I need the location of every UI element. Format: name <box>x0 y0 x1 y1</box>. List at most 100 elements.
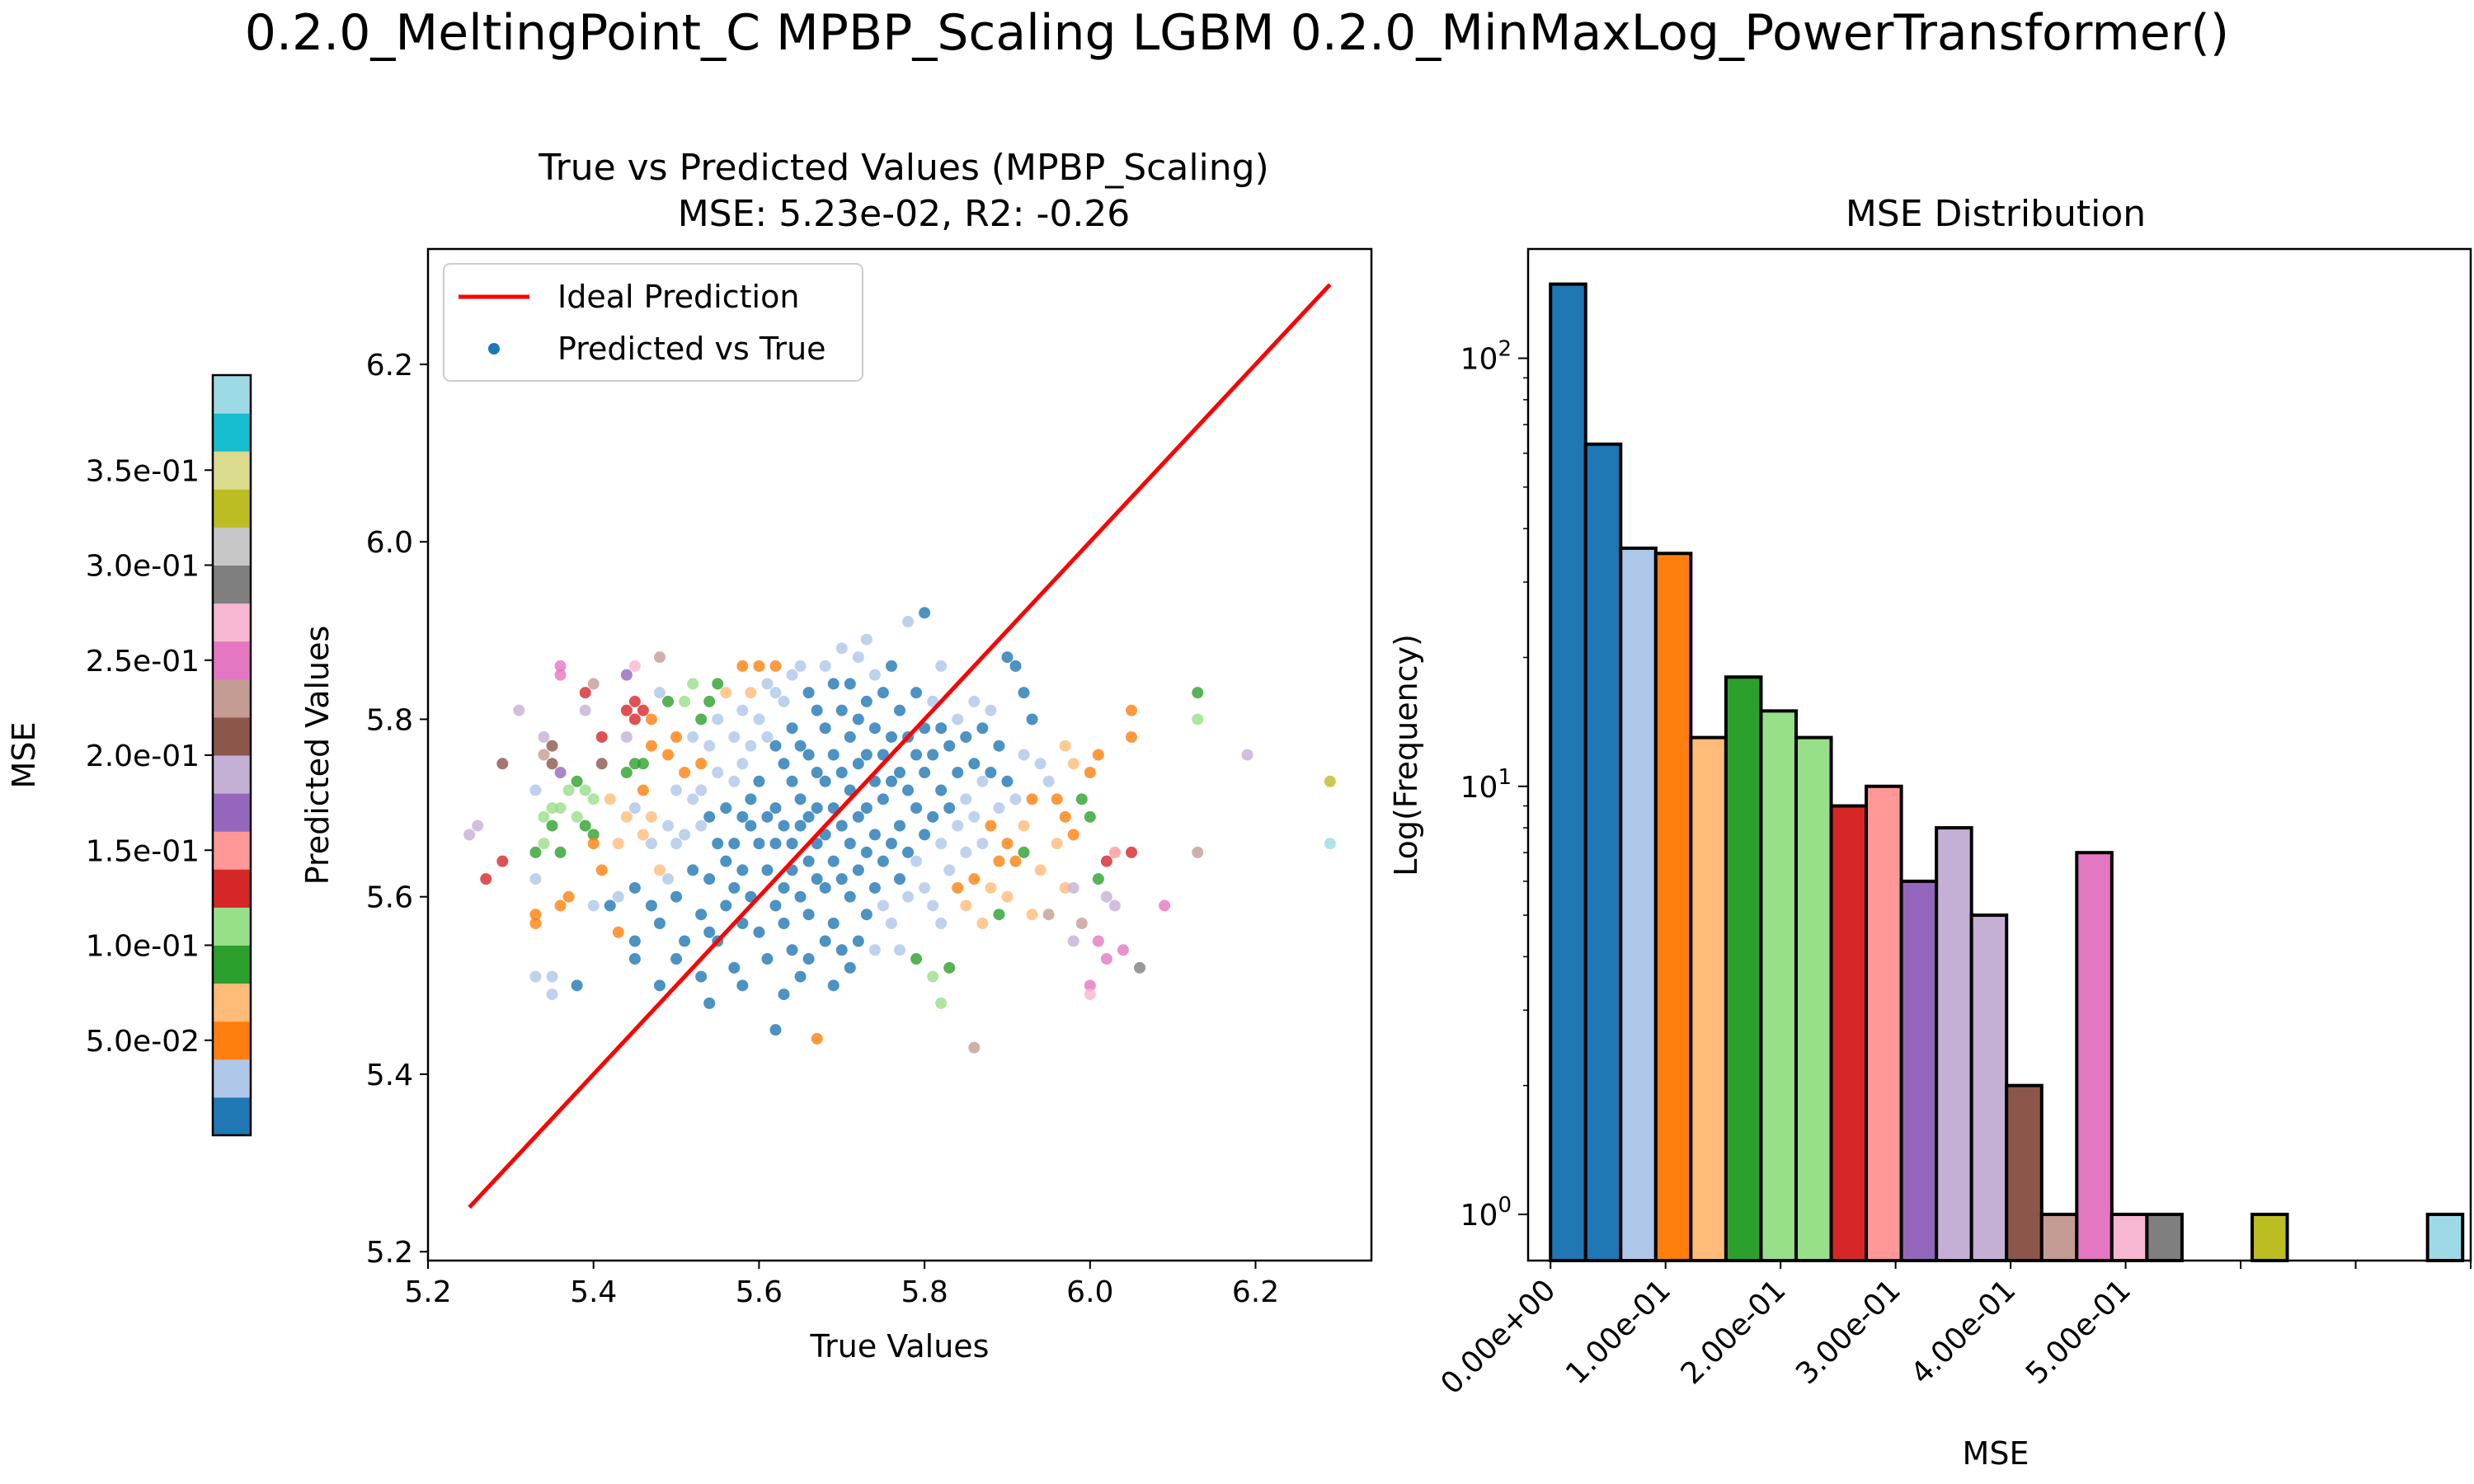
colorbar-swatch <box>213 679 251 718</box>
scatter-point <box>695 909 708 921</box>
scatter-point <box>1067 758 1079 770</box>
scatter-point <box>835 873 848 885</box>
scatter-point <box>695 970 708 983</box>
scatter-point <box>811 873 823 885</box>
histogram-y-tick-label: 101 <box>1460 765 1512 805</box>
scatter-point <box>952 713 964 726</box>
scatter-point <box>612 890 624 903</box>
scatter-point <box>1092 873 1104 885</box>
colorbar-tick-label: 3.0e-01 <box>86 550 200 584</box>
scatter-point <box>993 740 1005 752</box>
scatter-point <box>968 810 981 823</box>
scatter-point <box>546 819 558 832</box>
scatter-point <box>778 695 790 707</box>
scatter-point <box>794 660 807 672</box>
scatter-point <box>1108 846 1121 858</box>
scatter-point <box>902 616 915 628</box>
scatter-point <box>662 749 675 761</box>
colorbar-ticks: 5.0e-02 1.0e-01 1.5e-01 2.0e-01 2.5e-01 3.0e-… <box>86 454 213 1059</box>
scatter-point <box>628 953 641 965</box>
scatter-point <box>1084 810 1096 823</box>
scatter-point <box>868 829 881 841</box>
scatter-point <box>786 838 798 850</box>
scatter-point <box>695 784 708 796</box>
scatter-point <box>620 704 633 716</box>
colorbar-swatch <box>213 641 251 680</box>
scatter-point <box>786 722 798 735</box>
colorbar-swatch <box>213 869 251 908</box>
scatter-point <box>670 890 683 903</box>
scatter-point <box>943 740 956 752</box>
scatter-point <box>910 687 923 699</box>
scatter-point <box>728 775 741 787</box>
colorbar-swatch <box>213 603 251 642</box>
scatter-point <box>670 838 683 850</box>
scatter-point <box>1001 838 1014 850</box>
scatter-point <box>513 704 525 716</box>
scatter-point <box>1075 918 1088 929</box>
scatter-point <box>695 713 708 726</box>
scatter-point <box>595 758 608 770</box>
scatter-point <box>761 864 774 876</box>
scatter-point <box>753 926 765 938</box>
scatter-point <box>736 758 749 770</box>
scatter-x-tick-label: 5.8 <box>901 1275 948 1309</box>
scatter-point <box>604 899 616 912</box>
scatter-point <box>463 829 476 841</box>
scatter-point <box>968 1041 981 1054</box>
scatter-point <box>1018 749 1030 761</box>
scatter-point <box>679 935 691 947</box>
scatter-point <box>703 873 716 885</box>
histogram-bar <box>1759 709 1798 1262</box>
colorbar-swatch <box>213 1021 251 1060</box>
scatter-point <box>496 758 509 770</box>
scatter-point <box>587 678 600 690</box>
scatter-point <box>894 767 905 779</box>
scatter-point <box>902 784 915 796</box>
scatter-point <box>794 793 807 805</box>
scatter-point <box>935 997 948 1009</box>
scatter-point <box>802 749 815 761</box>
scatter-point <box>562 784 575 796</box>
scatter-point <box>579 784 591 796</box>
scatter-point <box>628 758 641 770</box>
scatter-point <box>745 687 757 699</box>
scatter-point <box>1084 979 1096 992</box>
histogram-x-tick-label: 5.00e-01 <box>2020 1273 2138 1391</box>
histogram-y-axis-label: Log(Frequency) <box>1388 634 1424 876</box>
scatter-point <box>794 890 807 903</box>
scatter-point <box>620 810 633 823</box>
scatter-point <box>1034 758 1047 770</box>
scatter-point <box>554 846 567 858</box>
scatter-point <box>993 909 1005 921</box>
scatter-point <box>687 793 699 805</box>
scatter-point <box>976 838 989 850</box>
scatter-point <box>571 775 583 787</box>
scatter-point <box>703 810 716 823</box>
scatter-point <box>571 979 583 992</box>
scatter-point <box>778 918 790 929</box>
histogram-bar <box>2005 1083 2044 1263</box>
scatter-point <box>952 819 964 832</box>
scatter-point <box>736 660 749 672</box>
scatter-point <box>720 802 732 815</box>
histogram-x-axis-label: MSE <box>1963 1435 2030 1472</box>
histogram-panel: MSE Distribution 0.00e+001.00e-012.00e-0… <box>1388 193 2472 1472</box>
scatter-point <box>728 730 741 743</box>
scatter-point <box>645 838 657 850</box>
scatter-point <box>802 855 815 867</box>
scatter-x-ticks: 5.2 5.4 5.6 5.8 6.0 6.2 <box>404 1261 1279 1309</box>
colorbar-swatch <box>213 793 251 832</box>
scatter-x-tick-label: 5.2 <box>404 1275 451 1309</box>
scatter-point <box>852 810 864 823</box>
scatter-point <box>1125 704 1137 716</box>
scatter-point <box>827 855 840 867</box>
scatter-point <box>927 749 939 761</box>
scatter-point <box>935 722 948 735</box>
histogram-bar <box>1794 735 1833 1262</box>
scatter-point <box>712 838 724 850</box>
scatter-point <box>852 935 864 947</box>
scatter-point <box>620 730 633 743</box>
scatter-point <box>985 704 997 716</box>
scatter-point <box>1159 899 1171 912</box>
